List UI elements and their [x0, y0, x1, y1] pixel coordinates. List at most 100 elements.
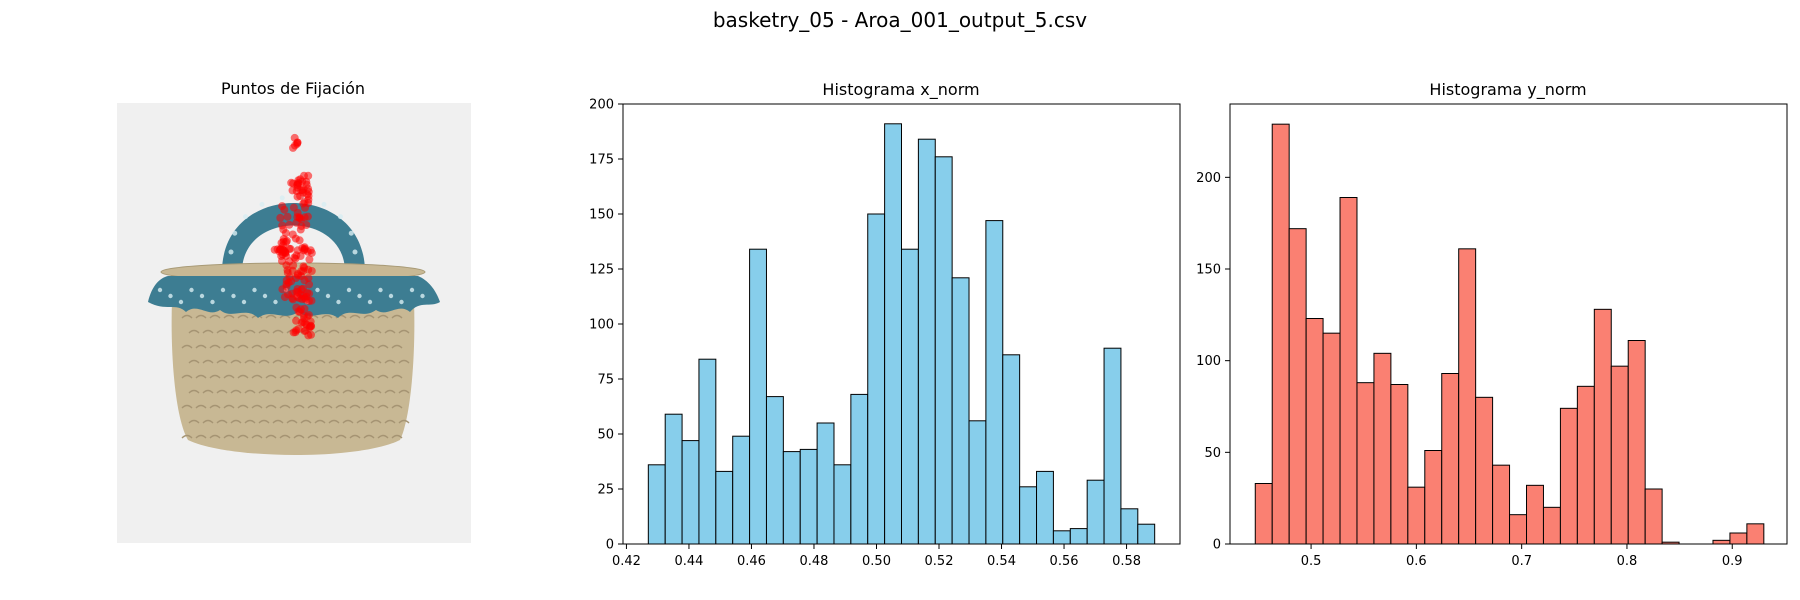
weave-stitch — [181, 314, 193, 319]
weave-stitch — [356, 389, 368, 394]
weave-stitch — [216, 329, 228, 334]
weave-stitch — [230, 419, 242, 424]
fixation-point — [301, 203, 309, 212]
fixation-point — [300, 246, 308, 255]
histogram-y-bars — [1254, 123, 1765, 545]
weave-stitch — [286, 389, 298, 394]
x-tick-label: 0.6 — [1406, 554, 1427, 569]
fixation-point — [305, 255, 314, 264]
x-tick-label: 0.50 — [862, 554, 891, 569]
fixation-point — [292, 316, 301, 325]
y-tick-label: 50 — [1204, 446, 1221, 461]
weave-stitch — [335, 374, 347, 379]
histogram-y-yaxis: 0 50 100 150 200 — [1196, 171, 1230, 553]
histogram-bar — [1593, 308, 1612, 545]
fabric-dot — [199, 293, 205, 299]
weave-stitch — [202, 419, 214, 424]
weave-stitch — [244, 329, 256, 334]
weave-stitch — [293, 374, 305, 379]
weave-stitch — [181, 404, 193, 409]
weave-stitch — [181, 434, 193, 439]
histogram-bar — [1305, 318, 1324, 545]
weave-stitch — [328, 329, 340, 334]
weave-stitch — [342, 419, 354, 424]
weave-stitch — [237, 374, 249, 379]
weave-stitch — [300, 419, 312, 424]
weave-stitch — [286, 359, 298, 364]
weave-stitch — [188, 419, 200, 424]
weave-stitch — [279, 374, 291, 379]
histogram-bar — [681, 440, 700, 545]
weave-stitch — [293, 344, 305, 349]
histogram-bar — [951, 277, 970, 545]
weave-stitch — [265, 404, 277, 409]
x-tick-label: 0.52 — [925, 554, 954, 569]
fixation-point — [289, 261, 298, 270]
weave-stitch — [384, 419, 396, 424]
x-tick-label: 0.42 — [612, 554, 641, 569]
fabric-dot — [189, 287, 194, 293]
histogram-bar — [698, 358, 717, 545]
weave-stitch — [342, 359, 354, 364]
fabric-dot — [220, 287, 226, 293]
weave-stitch — [279, 404, 291, 409]
fabric-dot — [231, 293, 236, 299]
fixation-point — [288, 289, 297, 298]
fabric-dot — [337, 214, 343, 220]
weave-stitch — [307, 434, 319, 439]
histogram-x-yaxis: 0 25 50 75 100 125 150 175 200 — [589, 98, 623, 553]
weave-stitch — [363, 404, 375, 409]
fixation-point — [298, 295, 307, 304]
weave-stitch — [230, 329, 242, 334]
weave-stitch — [265, 374, 277, 379]
fixation-point — [281, 247, 290, 256]
histogram-bar — [867, 213, 886, 545]
weave-stitch — [230, 359, 242, 364]
histogram-bar — [1627, 340, 1646, 545]
histogram-bar — [765, 396, 784, 545]
weave-stitch — [286, 419, 298, 424]
basket-body — [171, 300, 415, 455]
weave-stitch — [314, 389, 326, 394]
fixation-point — [300, 304, 309, 313]
weave-stitch — [363, 374, 375, 379]
histogram-bar — [1729, 532, 1748, 545]
y-tick-label: 0 — [606, 538, 614, 553]
fabric-dot — [273, 299, 278, 305]
histogram-bar — [1103, 347, 1122, 545]
histogram-bar — [833, 464, 852, 545]
image-panel: Puntos de Fijación — [117, 79, 471, 543]
histogram-bar — [732, 435, 751, 545]
weave-stitch — [391, 314, 403, 319]
weave-stitch — [321, 314, 333, 319]
weave-stitch — [384, 359, 396, 364]
fixation-point — [300, 327, 309, 336]
fixation-point — [298, 177, 307, 186]
weave-stitch — [188, 389, 200, 394]
weave-stitch — [377, 434, 389, 439]
histogram-bar — [1322, 332, 1341, 545]
weave-stitch — [384, 329, 396, 334]
image-panel-title: Puntos de Fijación — [221, 79, 365, 98]
weave-stitch — [335, 434, 347, 439]
histogram-bar — [1492, 464, 1511, 545]
weave-stitch — [377, 404, 389, 409]
x-tick-label: 0.5 — [1301, 554, 1322, 569]
weave-stitch — [398, 329, 410, 334]
weave-stitch — [258, 419, 270, 424]
x-tick-label: 0.58 — [1112, 554, 1141, 569]
fixation-point — [307, 330, 315, 339]
x-tick-label: 0.44 — [674, 554, 703, 569]
weave-stitch — [391, 374, 403, 379]
weave-stitch — [223, 434, 235, 439]
histogram-bar — [1120, 508, 1139, 545]
fixation-point — [278, 257, 286, 265]
weave-stitch — [300, 359, 312, 364]
weave-stitch — [279, 434, 291, 439]
fabric-dot — [262, 293, 268, 299]
histogram-bar — [917, 138, 936, 545]
weave-stitch — [223, 374, 235, 379]
weave-stitch — [342, 329, 354, 334]
weave-stitch — [244, 389, 256, 394]
